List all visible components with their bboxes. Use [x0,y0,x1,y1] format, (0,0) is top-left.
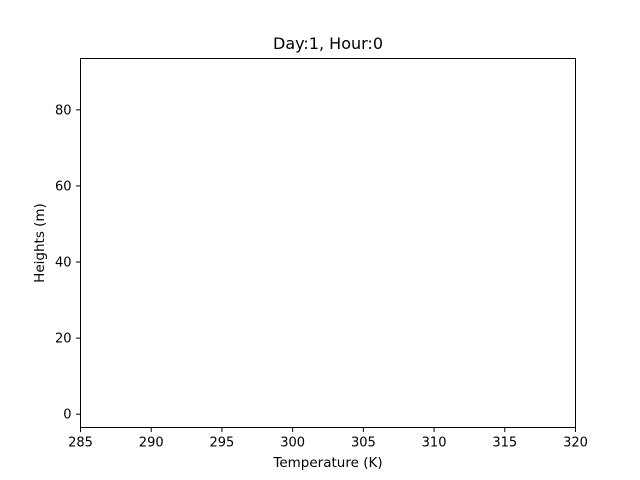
x-tick-label: 295 [210,436,235,451]
x-tick-label: 290 [139,436,164,451]
y-tick-label: 40 [55,256,72,271]
y-tick-label: 20 [55,332,72,347]
x-tick-label: 300 [280,436,305,451]
x-tick-label: 305 [351,436,376,451]
chart-title: Day:1, Hour:0 [273,34,383,53]
x-tick-label: 315 [492,436,517,451]
x-tick-label: 285 [68,436,93,451]
x-tick-label: 310 [422,436,447,451]
x-axis-ticks: 285 290 295 300 305 310 315 320 [68,427,588,451]
y-axis-label: Heights (m) [32,203,48,283]
y-tick-label: 60 [55,179,72,194]
x-tick-label: 320 [563,436,588,451]
y-tick-label: 80 [55,103,72,118]
x-axis-label: Temperature (K) [272,455,382,471]
y-axis-ticks: 0 20 40 60 80 [55,103,81,423]
y-tick-label: 0 [63,408,71,423]
plot-area-frame [80,58,576,428]
